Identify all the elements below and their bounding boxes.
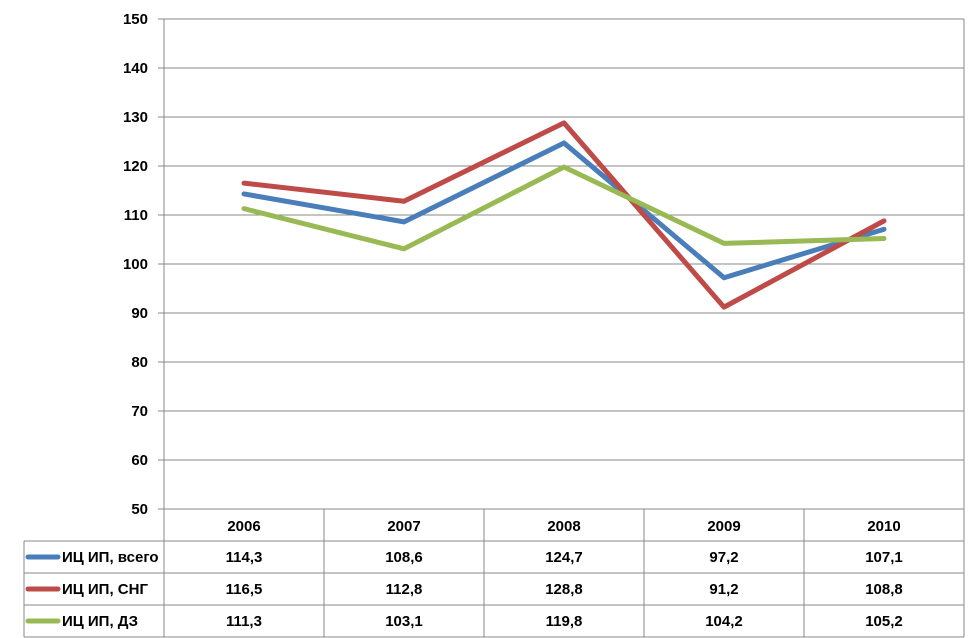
y-tick-label: 110 (124, 207, 148, 224)
data-value-cell: 97,2 (709, 549, 738, 566)
data-value-cell: 114,3 (226, 549, 263, 566)
y-tick-label: 140 (123, 60, 148, 77)
y-tick-label: 50 (131, 501, 148, 518)
data-value-cell: 108,8 (865, 581, 903, 598)
y-tick-label: 100 (123, 256, 148, 273)
y-tick-label: 80 (131, 354, 148, 371)
data-value-cell: 112,8 (386, 581, 423, 598)
data-value-cell: 119,8 (546, 613, 583, 630)
x-category-label: 2009 (707, 518, 740, 535)
series-line-3 (241, 164, 887, 252)
y-tick-label: 90 (131, 305, 148, 322)
y-tick-label: 150 (123, 11, 148, 28)
legend-label: ИЦ ИП, всего (62, 549, 159, 566)
data-value-cell: 108,6 (385, 549, 423, 566)
legend-label: ИЦ ИП, СНГ (62, 581, 148, 598)
series-lines (241, 120, 887, 310)
x-category-label: 2006 (227, 518, 260, 535)
y-tick-label: 130 (123, 109, 148, 126)
y-tick-label: 120 (123, 158, 148, 175)
x-category-label: 2008 (547, 518, 580, 535)
data-value-cell: 105,2 (865, 613, 903, 630)
y-tick-label: 70 (131, 403, 148, 420)
data-value-cell: 107,1 (865, 549, 903, 566)
data-value-cell: 91,2 (709, 581, 738, 598)
legend-label: ИЦ ИП, ДЗ (62, 613, 138, 630)
data-value-cell: 128,8 (545, 581, 583, 598)
x-category-label: 2010 (867, 518, 900, 535)
y-axis-ticks: 50 60 70 80 90 100 110 120 130 140 150 (123, 11, 148, 518)
gridlines (158, 18, 965, 510)
data-table: 2006 2007 2008 2009 2010 ИЦ ИП, всего 114,3 108… (23, 508, 965, 638)
data-value-cell: 116,5 (226, 581, 263, 598)
y-tick-label: 60 (131, 452, 148, 469)
data-value-cell: 111,3 (226, 613, 262, 630)
x-category-label: 2007 (387, 518, 420, 535)
data-value-cell: 103,1 (385, 613, 423, 630)
data-value-cell: 124,7 (545, 549, 583, 566)
series-line-2 (241, 120, 887, 310)
series-line-1 (241, 140, 887, 281)
data-value-cell: 104,2 (705, 613, 743, 630)
